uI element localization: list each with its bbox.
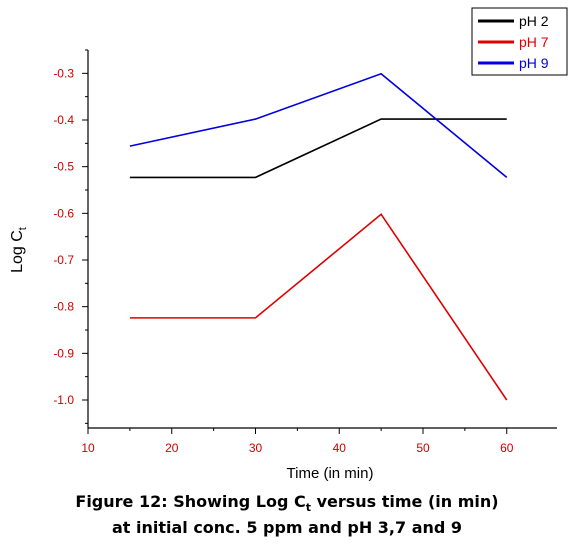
series-line-ph-2 xyxy=(129,118,507,179)
x-tick-label: 20 xyxy=(165,441,179,455)
y-tick-label: -0.5 xyxy=(53,160,74,174)
x-tick-label: 10 xyxy=(81,441,95,455)
series-line-ph-9 xyxy=(129,72,508,179)
caption-subscript: t xyxy=(305,501,311,515)
series-line-ph-7 xyxy=(129,213,508,401)
figure-caption-line2: at initial conc. 5 ppm and pH 3,7 and 9 xyxy=(111,518,463,537)
caption-prefix: Figure 12: Showing Log C xyxy=(75,492,306,511)
y-tick-label: -0.3 xyxy=(53,66,74,80)
y-axis-label-main: Log C xyxy=(9,230,26,273)
y-tick-label: -1.0 xyxy=(53,393,74,407)
x-axis-label: Time (in min) xyxy=(287,465,374,482)
line-chart: 10 20 30 40 50 60 -0.3 -0.4 -0.5 -0.6 -0.7 -0.8 -0.… xyxy=(9,7,568,482)
caption-suffix: versus time (in min) xyxy=(311,492,499,511)
y-tick-label: -0.7 xyxy=(53,253,74,267)
y-tick-label: -0.9 xyxy=(53,346,74,360)
x-tick-label: 40 xyxy=(333,441,347,455)
legend: pH 2 pH 7 pH 9 xyxy=(471,7,568,76)
y-axis-label: Log Ct xyxy=(9,227,29,273)
legend-label: pH 9 xyxy=(519,55,549,71)
y-tick-label: -0.8 xyxy=(53,300,74,314)
legend-label: pH 7 xyxy=(519,34,549,50)
y-tick-label: -0.4 xyxy=(53,113,74,127)
y-tick-label: -0.6 xyxy=(53,206,74,220)
x-tick-label: 60 xyxy=(500,441,514,455)
x-tick-label: 30 xyxy=(249,441,263,455)
legend-label: pH 2 xyxy=(519,13,549,29)
figure-caption-line1: Figure 12: Showing Log Ct versus time (i… xyxy=(0,492,574,514)
x-tick-label: 50 xyxy=(416,441,430,455)
y-axis-label-subscript: t xyxy=(17,227,29,230)
